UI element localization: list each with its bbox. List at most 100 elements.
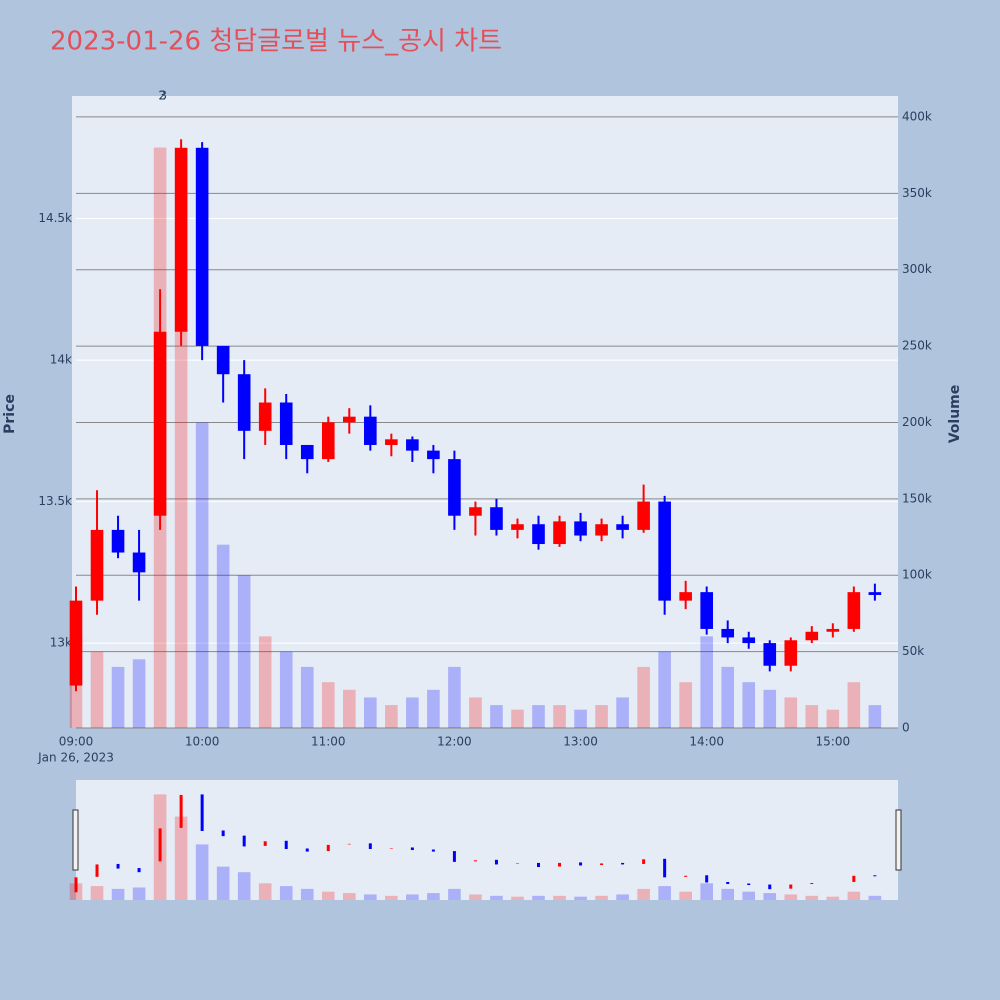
x-tick-label: 15:00 (816, 735, 851, 749)
slider-volume-bar (658, 886, 671, 900)
volume-bar (300, 666, 314, 728)
slider-volume-bar (868, 895, 882, 900)
volume-bar (195, 422, 209, 728)
candle-body (490, 507, 503, 530)
volume-bar (406, 697, 419, 728)
y2-tick-label: 0 (902, 721, 910, 735)
slider-volume-bar (742, 891, 756, 900)
candle-body (616, 524, 629, 530)
candle-body (784, 640, 798, 666)
slider-volume-bar (847, 891, 861, 900)
candle-body (637, 501, 650, 530)
candle-body (469, 507, 482, 516)
volume-bar (321, 682, 335, 728)
candle-body (111, 529, 125, 553)
candle-body (805, 631, 819, 641)
range-handle-left[interactable] (72, 809, 79, 871)
y-tick-label: 13.5k (38, 494, 72, 508)
slider-volume-bar (763, 893, 777, 900)
volume-bar (763, 689, 777, 728)
candle-body (385, 439, 398, 445)
slider-volume-bar (826, 896, 840, 900)
slider-volume-bar (511, 896, 524, 900)
candle-body (679, 592, 692, 601)
slider-volume-bar (321, 891, 335, 900)
slider-volume-bar (300, 888, 314, 900)
volume-bar (216, 544, 230, 728)
y-axis-title: Price (2, 394, 18, 434)
slider-volume-bar (111, 888, 125, 900)
y-tick-label: 14k (50, 353, 72, 367)
candle-body (195, 147, 209, 346)
y2-tick-label: 200k (902, 415, 932, 429)
volume-bar (658, 651, 671, 728)
y2-tick-label: 100k (902, 568, 932, 582)
candle-body (448, 459, 461, 516)
slider-volume-bar (721, 888, 735, 900)
slider-volume-bar (174, 816, 188, 900)
slider-volume-bar (700, 883, 713, 900)
annotation: 3 (159, 89, 167, 103)
y-tick-label: 13k (50, 636, 72, 650)
chart-title: 2023-01-26 청담글로벌 뉴스_공시 차트 (50, 27, 502, 57)
volume-bar (532, 705, 545, 728)
candle-body (153, 331, 167, 516)
volume-bar (385, 705, 398, 728)
slider-volume-bar (216, 866, 230, 900)
volume-bar (279, 651, 293, 728)
y2-tick-label: 50k (902, 644, 924, 658)
volume-bar (469, 697, 482, 728)
slider-volume-bar (679, 891, 692, 900)
slider-volume-bar (364, 894, 377, 900)
volume-bar (553, 705, 566, 728)
candle-body (868, 592, 882, 595)
volume-bar (427, 689, 440, 728)
slider-volume-bar (448, 888, 461, 900)
slider-volume-bar (616, 894, 629, 900)
volume-bar (511, 709, 524, 728)
candle-body (532, 524, 545, 545)
x-tick-label: 14:00 (689, 735, 724, 749)
range-handle-right[interactable] (895, 809, 902, 871)
plot-area (72, 96, 898, 728)
slider-volume-bar (805, 895, 819, 900)
volume-bar (342, 689, 356, 728)
range-slider[interactable] (76, 780, 898, 900)
candle-body (847, 592, 861, 629)
volume-bar (364, 697, 377, 728)
volume-bar (805, 705, 819, 728)
volume-bar (174, 269, 188, 728)
volume-bar (637, 666, 650, 728)
slider-volume-bar (490, 895, 503, 900)
candle-body (721, 628, 735, 638)
volume-bar (700, 636, 713, 728)
slider-volume-bar (574, 896, 587, 900)
candle-body (174, 147, 188, 332)
y2-tick-label: 300k (902, 262, 932, 276)
slider-volume-bar (132, 887, 146, 900)
x-date-label: Jan 26, 2023 (37, 751, 114, 765)
volume-bar (595, 705, 608, 728)
slider-volume-bar (195, 844, 209, 900)
y2-axis-title: Volume (947, 385, 963, 444)
volume-bar (616, 697, 629, 728)
candle-body (216, 345, 230, 375)
volume-bar (742, 682, 756, 728)
x-tick-label: 12:00 (437, 735, 472, 749)
candle-body (90, 529, 104, 601)
candle-body (742, 637, 756, 644)
slider-volume-bar (406, 894, 419, 900)
y2-tick-label: 150k (902, 491, 932, 505)
slider-volume-bar (90, 886, 104, 900)
candle-body (406, 439, 419, 451)
volume-bar (826, 709, 840, 728)
slider-volume-bar (469, 894, 482, 900)
y-tick-label: 14.5k (38, 211, 72, 225)
y2-tick-label: 400k (902, 109, 932, 123)
slider-volume-bar (237, 872, 251, 900)
candle-body (364, 416, 377, 445)
volume-bar (868, 705, 882, 728)
volume-bar (132, 659, 146, 728)
candle-body (553, 521, 566, 545)
